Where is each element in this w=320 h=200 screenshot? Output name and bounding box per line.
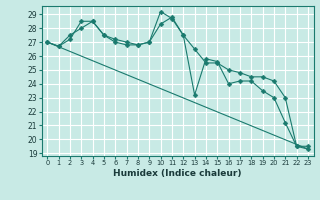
X-axis label: Humidex (Indice chaleur): Humidex (Indice chaleur) [113,169,242,178]
